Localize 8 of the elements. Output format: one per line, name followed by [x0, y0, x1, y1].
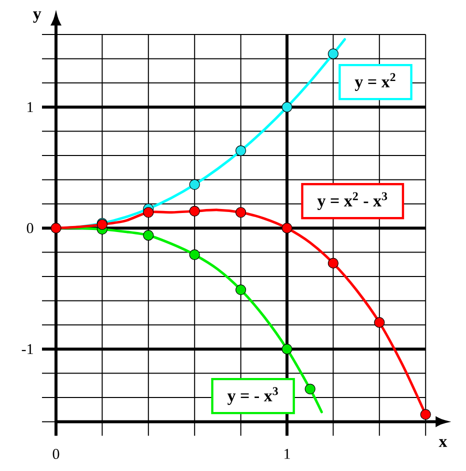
- x-axis-title: x: [438, 439, 448, 447]
- series-label: y = x$^{2}$: [354, 73, 396, 91]
- y-tick-label: -1: [22, 344, 33, 354]
- series-label: y = - x$^{3}$: [227, 387, 278, 405]
- y-axis-title: y: [33, 11, 42, 23]
- series-label: y = x$^{2}$ - x$^{3}$: [317, 192, 388, 210]
- y-tick-label: 0: [26, 223, 34, 234]
- y-tick-label: 1: [28, 102, 33, 112]
